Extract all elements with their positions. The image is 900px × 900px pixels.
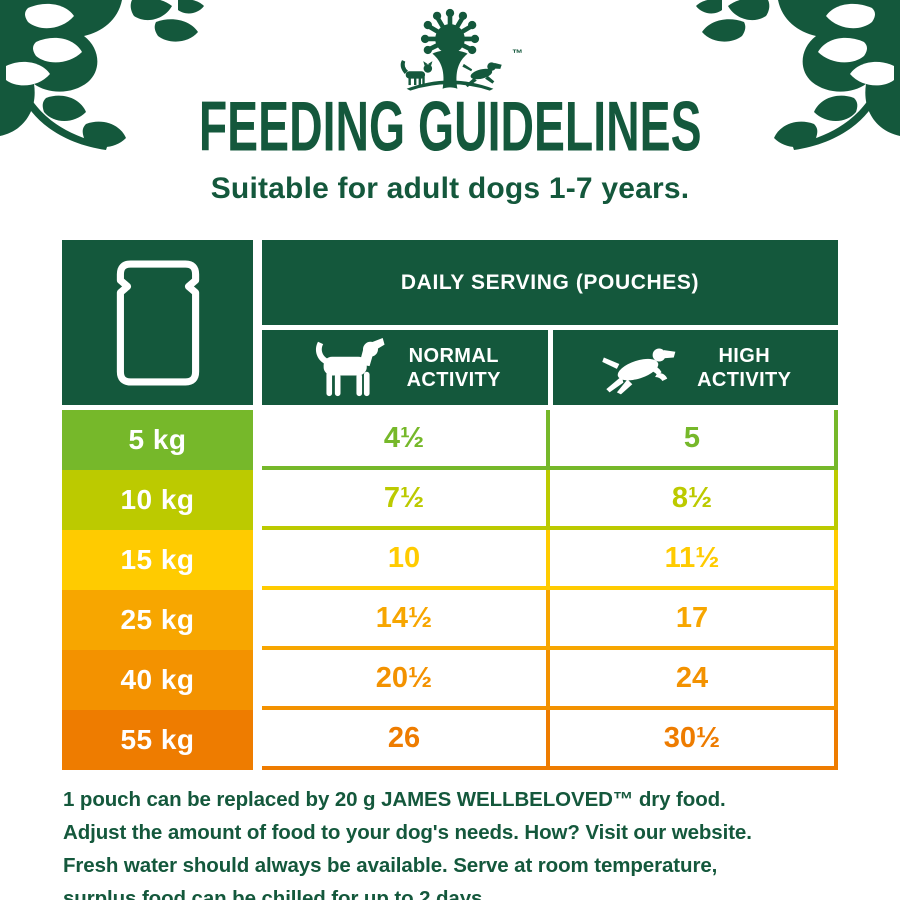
high-activity-value: 30½ — [546, 710, 834, 766]
footnote-line: surplus food can be chilled for up to 2 … — [63, 887, 488, 900]
normal-activity-value: 26 — [387, 721, 421, 754]
table-row: 40 kg 20½ 24 — [62, 650, 838, 710]
weight-label: 5 kg — [62, 410, 253, 470]
high-activity-label: HIGH ACTIVITY — [697, 344, 792, 391]
weight-label: 15 kg — [62, 530, 253, 590]
weight-label: 55 kg — [62, 710, 253, 770]
table-header: DAILY SERVING (POUCHES) — [62, 240, 838, 405]
weight-label: 10 kg — [62, 470, 253, 530]
high-activity-value: 5 — [546, 410, 834, 466]
footnote-line: Adjust the amount of food to your dog's … — [63, 821, 752, 844]
leaf-decoration-icon — [0, 0, 204, 150]
high-activity-value: 8½ — [546, 470, 834, 526]
table-row: 5 kg 4½ 5 — [62, 410, 838, 470]
weight-column-header — [62, 240, 253, 405]
high-activity-value: 11½ — [546, 530, 834, 586]
normal-activity-value: 7½ — [383, 481, 425, 514]
brand-tree-logo-icon — [400, 8, 502, 91]
feeding-table: DAILY SERVING (POUCHES) — [62, 240, 838, 770]
standing-dog-icon — [315, 337, 385, 396]
normal-activity-value: 4½ — [383, 421, 425, 454]
leaf-decoration-icon — [696, 0, 900, 150]
normal-activity-value: 20½ — [375, 661, 433, 694]
normal-activity-label: NORMAL ACTIVITY — [406, 344, 501, 391]
page-subtitle: Suitable for adult dogs 1-7 years. — [210, 172, 690, 205]
footnote: 1 pouch can be replaced by 20 g JAMES WE… — [63, 783, 853, 900]
weight-label: 25 kg — [62, 590, 253, 650]
pouch-icon — [116, 260, 199, 385]
daily-serving-header: DAILY SERVING (POUCHES) — [262, 240, 838, 325]
table-body: 5 kg 4½ 5 10 kg 7½ 8½ 15 kg 10 11½ — [62, 410, 838, 770]
high-activity-header: HIGH ACTIVITY — [552, 330, 838, 405]
table-row: 25 kg 14½ 17 — [62, 590, 838, 650]
jumping-dog-icon — [602, 348, 676, 394]
trademark-symbol: ™ — [512, 48, 523, 60]
table-row: 15 kg 10 11½ — [62, 530, 838, 590]
high-activity-value: 24 — [546, 650, 834, 706]
table-row: 10 kg 7½ 8½ — [62, 470, 838, 530]
normal-activity-header: NORMAL ACTIVITY — [262, 330, 548, 405]
table-row: 55 kg 26 30½ — [62, 710, 838, 770]
footnote-line: Fresh water should always be available. … — [63, 854, 718, 877]
normal-activity-value: 14½ — [375, 601, 433, 634]
normal-activity-value: 10 — [387, 541, 421, 574]
weight-label: 40 kg — [62, 650, 253, 710]
footnote-line: 1 pouch can be replaced by 20 g JAMES WE… — [63, 788, 726, 811]
high-activity-value: 17 — [546, 590, 834, 646]
page-title: FEEDING GUIDELINES — [198, 87, 702, 167]
